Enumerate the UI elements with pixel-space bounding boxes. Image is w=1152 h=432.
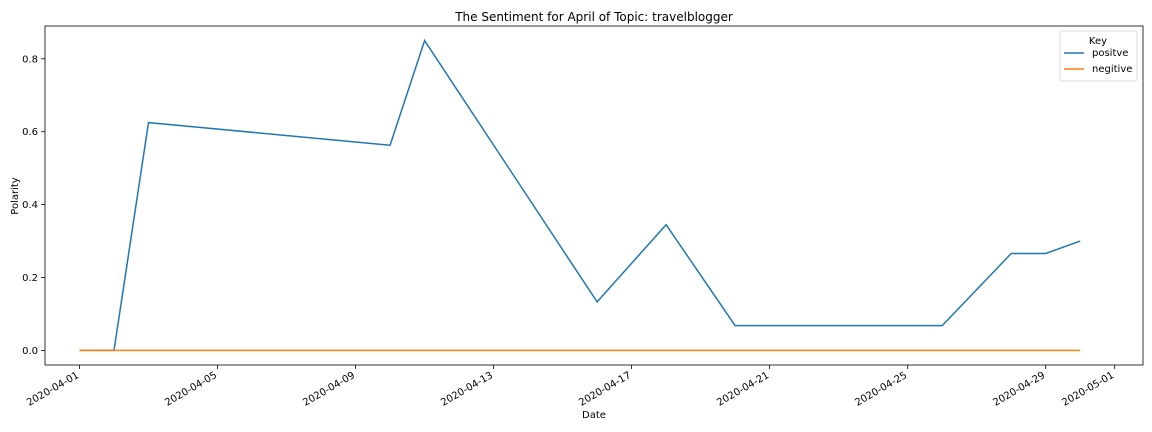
x-axis-label: Date bbox=[582, 410, 606, 421]
x-axis: 2020-04-01 2020-04-05 2020-04-09 2020-04-13… bbox=[25, 365, 1116, 409]
x-tick-label: 2020-05-01 bbox=[1060, 370, 1116, 409]
chart-title: The Sentiment for April of Topic: travel… bbox=[454, 10, 733, 24]
legend-entry: negitive bbox=[1092, 64, 1132, 75]
y-tick-label: 0.4 bbox=[22, 200, 38, 211]
legend-entry: positve bbox=[1092, 48, 1128, 59]
x-tick-label: 2020-04-21 bbox=[715, 370, 771, 409]
x-tick-label: 2020-04-25 bbox=[853, 370, 909, 409]
y-tick-label: 0.0 bbox=[22, 346, 38, 357]
series-line-positve bbox=[79, 38, 1081, 352]
legend: Key positve negitive bbox=[1059, 30, 1138, 82]
legend-title: Key bbox=[1089, 36, 1107, 47]
x-tick-label: 2020-04-09 bbox=[301, 370, 357, 409]
y-axis: 0.0 0.2 0.4 0.6 0.8 bbox=[22, 54, 45, 357]
series-lines bbox=[79, 38, 1081, 352]
x-tick-label: 2020-04-05 bbox=[163, 370, 219, 409]
x-tick-label: 2020-04-17 bbox=[577, 370, 633, 409]
y-axis-label: Polarity bbox=[10, 177, 21, 215]
y-tick-label: 0.6 bbox=[22, 127, 38, 138]
plot-area bbox=[44, 25, 1144, 366]
x-tick-label: 2020-04-01 bbox=[25, 370, 81, 409]
x-tick-label: 2020-04-13 bbox=[439, 370, 495, 409]
x-tick-label: 2020-04-29 bbox=[991, 370, 1047, 409]
y-tick-label: 0.8 bbox=[22, 54, 38, 65]
y-tick-label: 0.2 bbox=[22, 273, 38, 284]
